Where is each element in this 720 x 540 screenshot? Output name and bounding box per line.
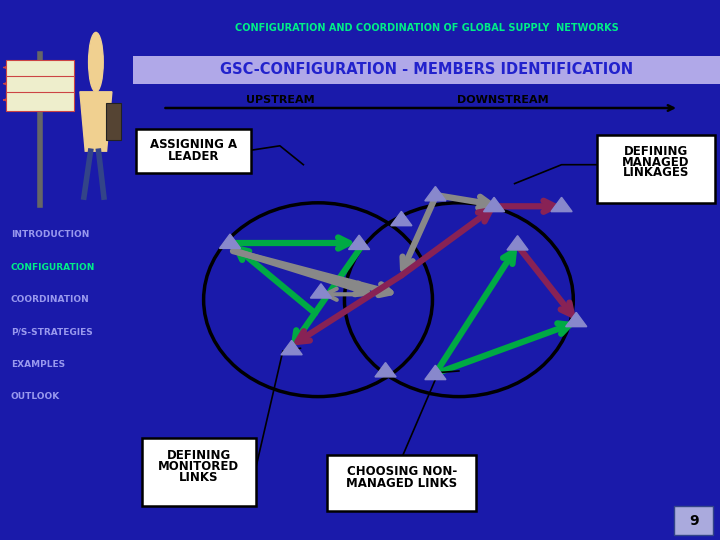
Bar [133, 56, 720, 84]
Polygon shape [425, 186, 446, 201]
FancyBboxPatch shape [6, 60, 73, 78]
Text: CHOOSING NON-: CHOOSING NON- [347, 465, 457, 478]
Polygon shape [348, 235, 369, 249]
Text: DOWNSTREAM: DOWNSTREAM [457, 95, 549, 105]
Text: UPSTREAM: UPSTREAM [246, 95, 314, 105]
Text: LINKAGES: LINKAGES [623, 166, 689, 179]
Polygon shape [566, 312, 587, 327]
Polygon shape [551, 197, 572, 212]
Text: DEFINING: DEFINING [167, 449, 231, 462]
FancyBboxPatch shape [6, 92, 73, 111]
Polygon shape [391, 211, 412, 226]
FancyBboxPatch shape [142, 438, 256, 506]
Text: LEADER: LEADER [168, 150, 220, 163]
Text: DEFINING: DEFINING [624, 145, 688, 158]
Text: ASSIGNING A: ASSIGNING A [150, 138, 237, 151]
Polygon shape [310, 284, 331, 298]
Text: LINKS: LINKS [179, 471, 219, 484]
Text: COORDINATION: COORDINATION [11, 295, 89, 304]
Text: MANAGED: MANAGED [622, 156, 690, 168]
Text: P/S-STRATEGIES: P/S-STRATEGIES [11, 328, 92, 336]
Text: OUTLOOK: OUTLOOK [11, 393, 60, 401]
Polygon shape [281, 340, 302, 355]
Polygon shape [484, 197, 505, 212]
Text: GSC-CONFIGURATION - MEMBERS IDENTIFICATION: GSC-CONFIGURATION - MEMBERS IDENTIFICATI… [220, 62, 633, 77]
Text: CONFIGURATION: CONFIGURATION [11, 263, 95, 272]
FancyBboxPatch shape [674, 506, 713, 535]
Text: INTRODUCTION: INTRODUCTION [11, 231, 89, 239]
Polygon shape [375, 362, 396, 377]
Text: CONFIGURATION AND COORDINATION OF GLOBAL SUPPLY  NETWORKS: CONFIGURATION AND COORDINATION OF GLOBAL… [235, 23, 618, 33]
Text: MANAGED LINKS: MANAGED LINKS [346, 477, 457, 490]
Bar [133, 0, 720, 57]
FancyBboxPatch shape [6, 76, 73, 94]
Circle shape [89, 32, 103, 92]
Polygon shape [220, 234, 240, 248]
Polygon shape [507, 235, 528, 250]
FancyBboxPatch shape [327, 455, 477, 511]
Text: MONITORED: MONITORED [158, 460, 240, 473]
Polygon shape [425, 365, 446, 380]
FancyBboxPatch shape [106, 103, 120, 140]
Text: EXAMPLES: EXAMPLES [11, 360, 65, 369]
FancyBboxPatch shape [597, 135, 715, 202]
FancyBboxPatch shape [136, 129, 251, 173]
Polygon shape [80, 92, 112, 151]
Text: 9: 9 [689, 514, 698, 528]
